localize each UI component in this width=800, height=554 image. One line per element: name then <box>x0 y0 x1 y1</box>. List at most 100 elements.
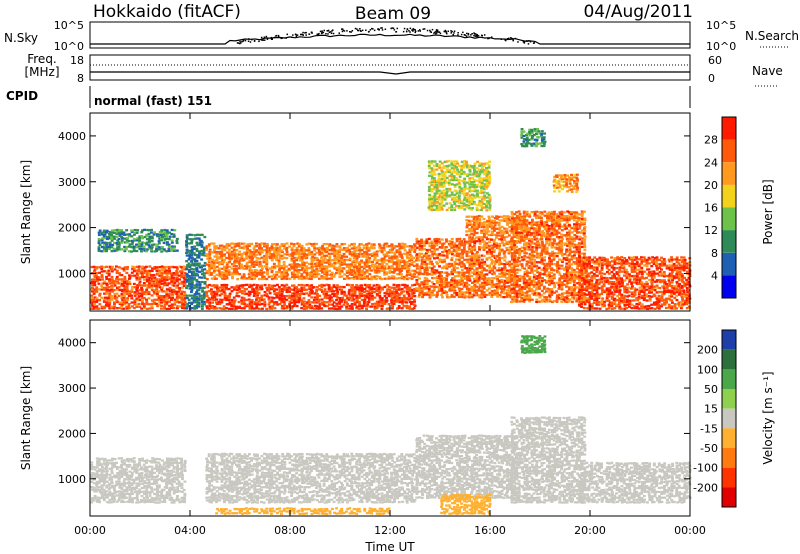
power-cell <box>272 288 276 291</box>
power-cell <box>456 283 459 286</box>
power-cell <box>491 267 494 270</box>
power-cell <box>530 225 534 228</box>
power-cell <box>320 303 323 306</box>
power-cell <box>283 303 287 306</box>
power-cell <box>193 307 197 310</box>
power-cell <box>538 215 542 218</box>
power-cell <box>277 263 281 266</box>
power-cell <box>513 279 517 282</box>
power-cell <box>478 294 481 297</box>
power-cell <box>278 288 282 291</box>
power-cell <box>500 231 503 234</box>
power-cell <box>152 243 156 246</box>
power-cell <box>348 288 352 292</box>
power-cell <box>560 252 564 255</box>
power-cell <box>112 282 116 285</box>
power-cell <box>223 286 226 289</box>
power-cell <box>358 302 361 306</box>
power-cell <box>145 270 149 273</box>
power-cell <box>113 305 117 308</box>
power-cell <box>178 274 181 277</box>
power-cell <box>353 263 357 266</box>
power-cell <box>215 247 219 250</box>
power-cell <box>508 225 512 229</box>
power-cell <box>215 294 219 297</box>
power-cell <box>91 286 94 290</box>
power-cell <box>260 297 263 300</box>
power-cell <box>572 289 576 292</box>
power-cell <box>212 242 216 245</box>
power-cell <box>218 271 222 274</box>
power-cell <box>422 255 426 258</box>
power-cell <box>541 277 544 280</box>
power-cell <box>210 290 214 294</box>
power-cell <box>446 273 450 276</box>
power-cell <box>288 290 291 293</box>
power-cell <box>477 273 481 276</box>
power-cell <box>526 233 529 236</box>
power-cell <box>275 277 278 280</box>
power-cell <box>375 274 379 278</box>
power-cell <box>253 269 257 272</box>
power-cell <box>293 251 296 254</box>
power-cell <box>211 260 214 264</box>
power-cell <box>208 251 212 254</box>
power-cell <box>225 275 229 278</box>
power-cell <box>280 254 284 257</box>
power-cell <box>90 265 94 269</box>
power-cell <box>442 291 446 294</box>
power-cell <box>392 275 396 278</box>
power-cell <box>217 300 221 304</box>
power-cell <box>193 293 197 296</box>
power-cell <box>531 271 534 274</box>
power-cell <box>547 277 551 280</box>
power-cell <box>121 303 125 306</box>
power-cell <box>368 256 372 259</box>
power-cell <box>512 295 516 298</box>
power-cell <box>120 232 124 236</box>
power-cell <box>498 242 502 246</box>
power-cell <box>518 248 522 251</box>
power-cell <box>140 272 144 275</box>
power-cell <box>443 289 447 293</box>
power-cell <box>548 257 551 260</box>
power-cell <box>488 225 492 228</box>
power-cell <box>143 278 146 281</box>
power-cell <box>440 279 444 282</box>
power-cell <box>510 254 514 257</box>
power-cell <box>147 244 151 247</box>
power-cell <box>218 252 222 255</box>
power-cell <box>477 287 481 290</box>
power-cell <box>128 243 132 246</box>
power-cell <box>93 284 97 287</box>
power-cell <box>197 297 201 300</box>
power-cell <box>400 273 403 276</box>
power-cell <box>532 293 536 296</box>
power-cell <box>213 255 217 258</box>
power-cell <box>558 223 562 226</box>
power-cell <box>248 256 252 260</box>
power-cell <box>360 275 364 278</box>
power-cell <box>135 272 139 275</box>
power-cell <box>435 269 439 272</box>
power-cell <box>167 276 171 279</box>
power-cell <box>151 237 154 240</box>
power-cell <box>491 215 494 218</box>
power-cell <box>392 271 396 274</box>
power-cell <box>400 259 404 262</box>
power-cell <box>545 267 549 270</box>
power-cell <box>128 274 131 277</box>
power-cell <box>258 286 262 289</box>
power-cell <box>430 247 434 250</box>
power-cell <box>343 301 347 304</box>
power-cell <box>281 290 284 293</box>
power-cell <box>200 233 204 236</box>
power-cell <box>205 284 209 287</box>
power-cell <box>515 248 519 252</box>
power-cell <box>348 267 351 270</box>
power-cell <box>570 277 573 280</box>
power-cell <box>185 248 189 251</box>
power-cell <box>505 276 509 280</box>
power-cell <box>355 307 359 310</box>
power-cell <box>330 277 333 280</box>
